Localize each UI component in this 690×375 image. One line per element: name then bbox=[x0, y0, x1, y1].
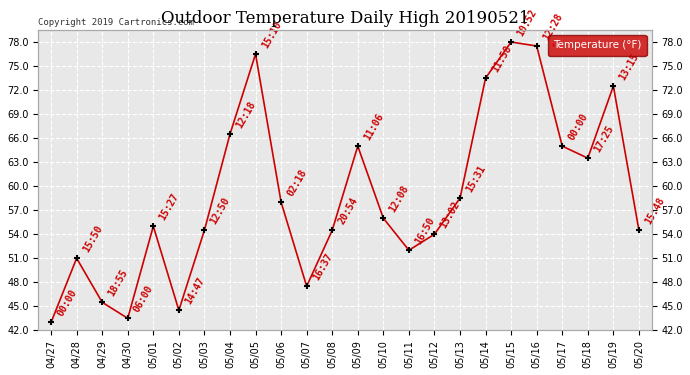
Title: Outdoor Temperature Daily High 20190521: Outdoor Temperature Daily High 20190521 bbox=[161, 10, 529, 27]
Text: 12:08: 12:08 bbox=[388, 184, 411, 214]
Text: 15:48: 15:48 bbox=[643, 196, 667, 226]
Text: 00:00: 00:00 bbox=[566, 111, 590, 142]
Text: 00:00: 00:00 bbox=[55, 288, 79, 318]
Text: 02:18: 02:18 bbox=[285, 168, 308, 198]
Text: 20:54: 20:54 bbox=[337, 196, 359, 226]
Text: 11:58: 11:58 bbox=[490, 44, 513, 74]
Text: 15:31: 15:31 bbox=[464, 164, 488, 194]
Text: 12:28: 12:28 bbox=[541, 11, 564, 42]
Legend: Temperature (°F): Temperature (°F) bbox=[548, 35, 647, 56]
Text: 16:37: 16:37 bbox=[310, 252, 334, 282]
Text: 10:52: 10:52 bbox=[515, 8, 539, 38]
Text: 12:18: 12:18 bbox=[234, 99, 257, 130]
Text: 17:25: 17:25 bbox=[592, 123, 615, 154]
Text: 14:47: 14:47 bbox=[183, 276, 206, 306]
Text: 13:02: 13:02 bbox=[439, 200, 462, 230]
Text: 12:50: 12:50 bbox=[208, 196, 232, 226]
Text: 15:27: 15:27 bbox=[157, 192, 181, 222]
Text: 13:15: 13:15 bbox=[618, 51, 641, 82]
Text: 15:10: 15:10 bbox=[259, 20, 283, 50]
Text: 16:50: 16:50 bbox=[413, 216, 436, 246]
Text: 18:55: 18:55 bbox=[106, 268, 130, 298]
Text: 15:50: 15:50 bbox=[81, 224, 104, 254]
Text: 06:00: 06:00 bbox=[132, 284, 155, 314]
Text: Copyright 2019 Cartronics.com: Copyright 2019 Cartronics.com bbox=[38, 18, 194, 27]
Text: 11:06: 11:06 bbox=[362, 111, 385, 142]
